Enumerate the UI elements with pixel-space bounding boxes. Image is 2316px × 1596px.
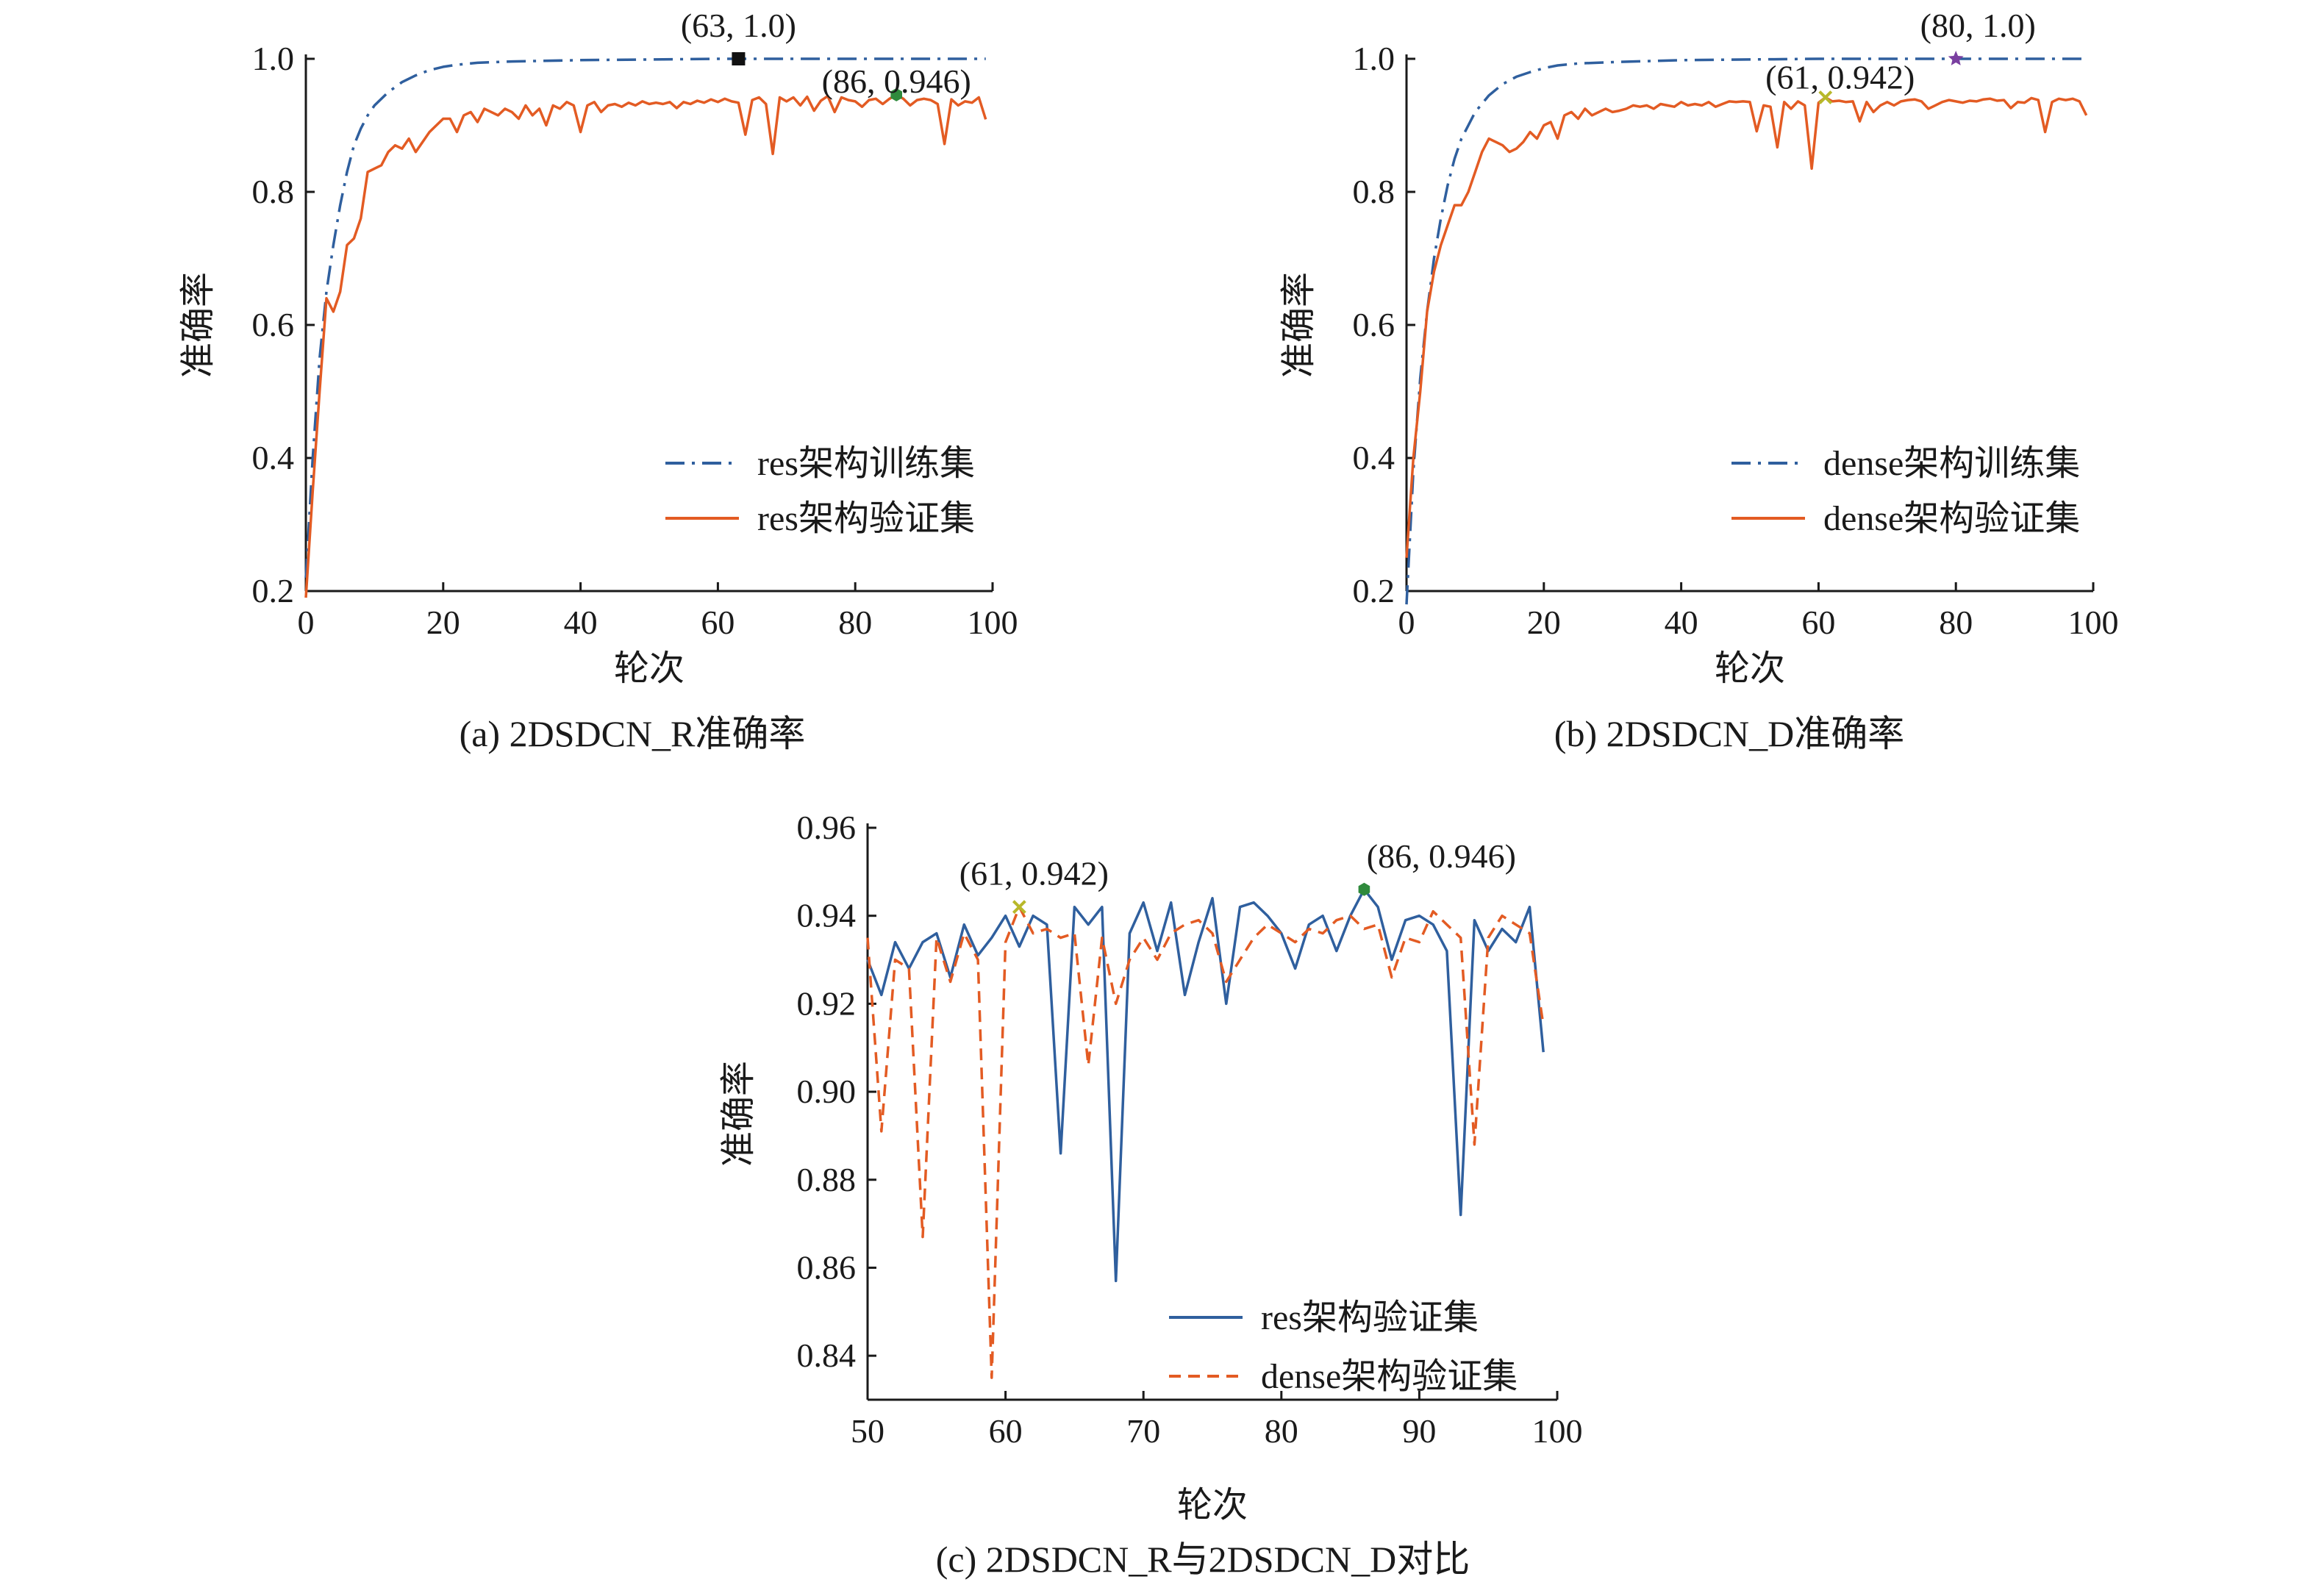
panel-a-x-tick-label: 20 [426,604,460,641]
panel-c-x-tick-label: 90 [1402,1412,1436,1450]
panel-c-y-tick-label: 0.90 [797,1073,857,1110]
panel-b-x-tick-label: 80 [1939,604,1973,641]
panel-b-annotation-label-0: (80, 1.0) [1920,7,2036,44]
panel-b-y-tick-label: 0.2 [1353,572,1395,609]
panel-c-x-axis-label: 轮次 [1177,1486,1248,1525]
panel-b-annotation-marker-0 [1948,51,1964,65]
panel-b-x-axis-label: 轮次 [1715,649,1785,688]
chart-panel-b: (b) 2DSDCN_D准确率 0.2 0.4 0.6 0.8 1.0 0 20 40 60 80… [1279,7,2119,754]
panel-c-annotation-label-0: (61, 0.942) [959,855,1109,892]
panel-c-y-tick-label: 0.86 [797,1248,857,1286]
panel-b-x-tick-label: 20 [1527,604,1561,641]
panel-a-x-tick-label: 80 [838,604,872,641]
panel-c-annotation-marker-1 [1358,882,1370,896]
panel-c-x-tick-label: 70 [1126,1412,1160,1450]
panel-c-annotation-marker-0 [1012,900,1026,915]
panel-c-annotation-label-1: (86, 0.946) [1367,837,1516,875]
panel-a-annotation-label-0: (63, 1.0) [681,7,796,44]
panel-a-x-axis-label: 轮次 [614,649,685,688]
panel-b-y-tick-label: 0.6 [1353,306,1395,343]
panel-a-caption: (a) 2DSDCN_R准确率 [460,713,806,754]
panel-b-y-tick-label: 0.4 [1353,439,1395,476]
panel-b-legend-label-1: dense架构验证集 [1823,499,2080,538]
panel-b-x-tick-label: 100 [2068,604,2119,641]
panel-a-x-tick-label: 60 [701,604,735,641]
panel-c-y-tick-label: 0.84 [797,1336,857,1374]
panel-a-y-tick-label: 0.8 [252,173,295,210]
panel-c-y-tick-label: 0.92 [797,984,857,1022]
panel-a-annotation-marker-1 [890,87,902,101]
panel-b-y-tick-label: 0.8 [1353,173,1395,210]
panel-a-y-tick-label: 0.4 [252,439,295,476]
panel-b-y-axis-label: 准确率 [1279,272,1318,378]
panel-a-x-tick-label: 40 [564,604,598,641]
panel-c-legend-label-1: dense架构验证集 [1261,1357,1518,1396]
panel-b-annotation-marker-1 [1818,90,1833,104]
panel-a-annotation-label-1: (86, 0.946) [822,62,971,100]
panel-b-caption: (b) 2DSDCN_D准确率 [1554,713,1904,754]
panel-c-caption: (c) 2DSDCN_R与2DSDCN_D对比 [936,1539,1470,1580]
panel-a-legend-label-1: res架构验证集 [757,499,975,538]
panel-c-x-tick-label: 50 [851,1412,884,1450]
panel-c-y-tick-label: 0.88 [797,1161,857,1198]
panel-b-x-tick-label: 0 [1398,604,1415,641]
panel-c-series-1-line [866,905,1545,1379]
panel-c-series-0-line [866,888,1545,1283]
panel-a-y-axis-label: 准确率 [179,272,218,378]
panel-b-x-tick-label: 40 [1665,604,1698,641]
panel-c-x-tick-label: 100 [1532,1412,1583,1450]
panel-c-y-axis-label: 准确率 [719,1061,758,1167]
panel-c-y-tick-label: 0.96 [797,809,857,846]
panel-a-y-tick-label: 0.6 [252,306,295,343]
panel-c-x-tick-label: 80 [1265,1412,1298,1450]
panel-a-y-tick-label: 1.0 [252,40,295,77]
panel-b-legend-label-0: dense架构训练集 [1823,444,2080,483]
panel-b-annotation-label-1: (61, 0.942) [1765,58,1915,96]
panel-c-y-tick-label: 0.94 [797,897,857,934]
panel-a-x-tick-label: 100 [968,604,1018,641]
panel-b-series-0-line [1405,57,2087,605]
panel-a-x-tick-label: 0 [298,604,315,641]
panel-b-series-1-line [1405,96,2088,558]
panel-a-series-0-line [304,57,986,578]
panel-a-series-1-line [304,93,987,598]
chart-panel-c: (c) 2DSDCN_R与2DSDCN_D对比 0.84 0.86 0.88 0.90… [719,809,1583,1580]
panel-c-legend-label-0: res架构验证集 [1261,1298,1479,1337]
chart-panel-a: (a) 2DSDCN_R准确率 0.2 0.4 0.6 0.8 1.0 0 20 40 60 80… [179,7,1018,754]
panel-b-y-tick-label: 1.0 [1353,40,1395,77]
panel-a-annotation-marker-0 [732,52,746,65]
panel-b-x-tick-label: 60 [1801,604,1835,641]
panel-c-x-tick-label: 60 [989,1412,1023,1450]
panel-a-y-tick-label: 0.2 [252,572,295,609]
panel-a-legend-label-0: res架构训练集 [757,444,975,483]
